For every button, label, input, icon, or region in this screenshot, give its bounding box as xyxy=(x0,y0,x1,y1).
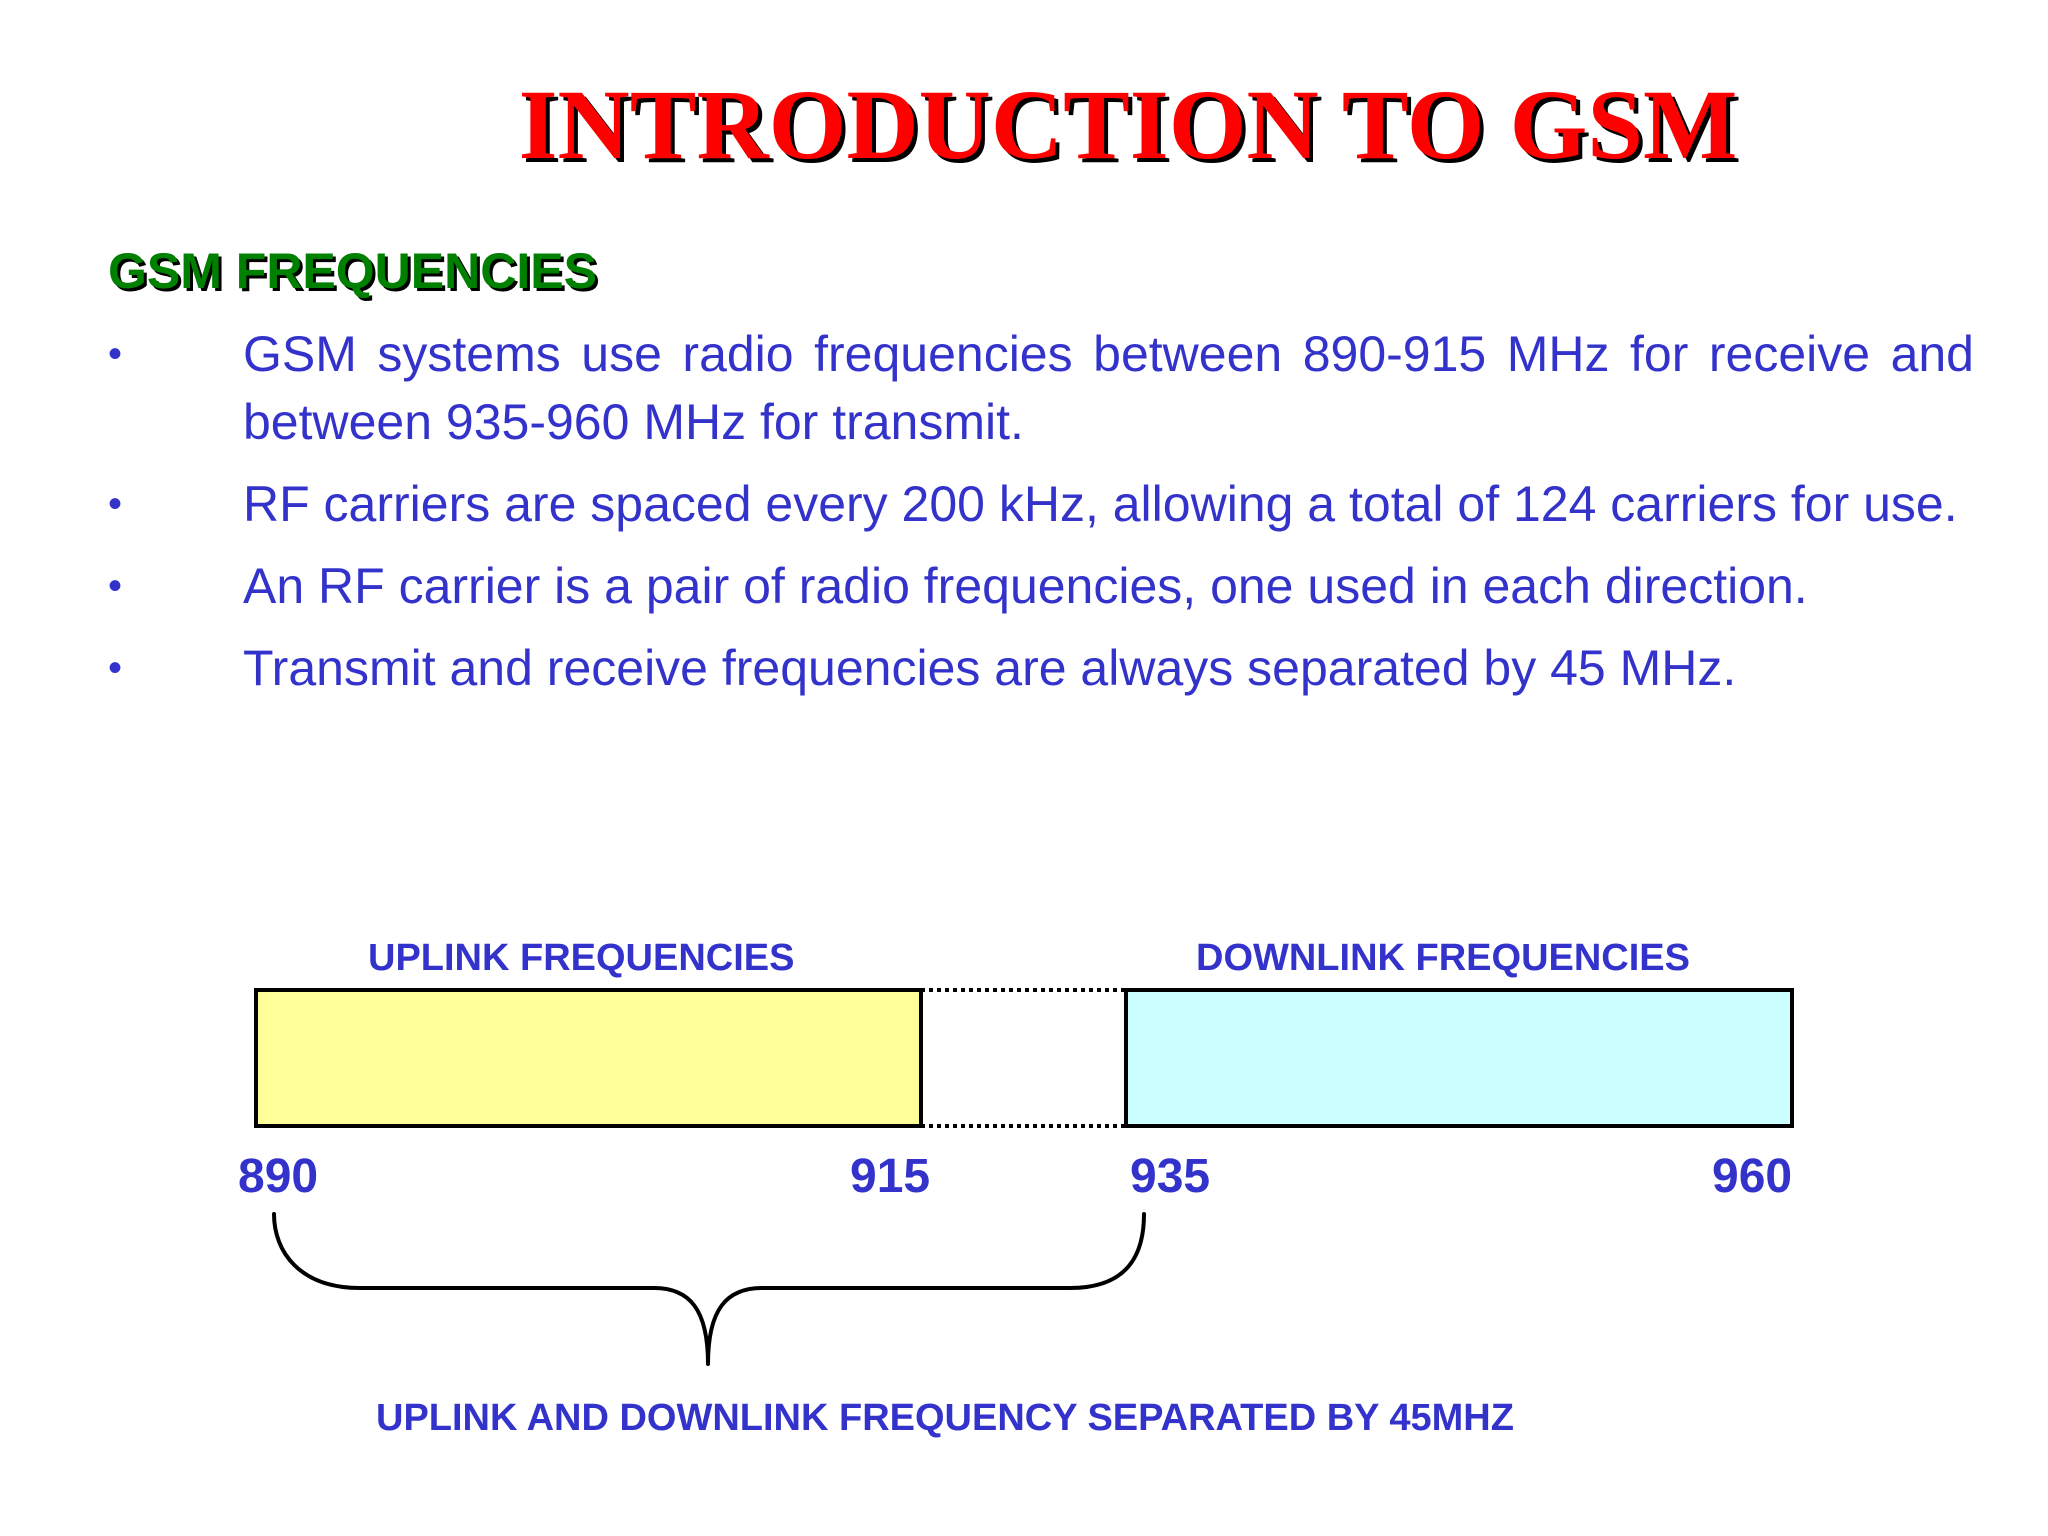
bullet-dot-icon: • xyxy=(108,646,123,690)
downlink-end-label: 960 xyxy=(1712,1150,1793,1203)
frequency-diagram: UPLINK FREQUENCIES DOWNLINK FREQUENCIES … xyxy=(0,900,2048,1460)
uplink-start-label: 890 xyxy=(238,1150,319,1203)
bullet-text: RF carriers are spaced every 200 kHz, al… xyxy=(243,476,1958,532)
separation-note: UPLINK AND DOWNLINK FREQUENCY SEPARATED … xyxy=(376,1397,1514,1439)
bullet-dot-icon: • xyxy=(108,332,123,376)
bullet-list: • GSM systems use radio frequencies betw… xyxy=(108,320,1974,716)
frequency-diagram-graphic xyxy=(254,988,1794,1366)
bullet-item: • Transmit and receive frequencies are a… xyxy=(108,634,1974,702)
downlink-band xyxy=(1124,988,1794,1128)
uplink-label: UPLINK FREQUENCIES xyxy=(368,937,795,979)
bullet-dot-icon: • xyxy=(108,482,123,526)
bullet-dot-icon: • xyxy=(108,564,123,608)
separation-brace-icon xyxy=(272,1212,1146,1366)
bullet-text: GSM systems use radio frequencies betwee… xyxy=(243,326,1974,450)
slide-title: INTRODUCTION TO GSM xyxy=(518,69,1738,180)
bullet-item: • An RF carrier is a pair of radio frequ… xyxy=(108,552,1974,620)
downlink-start-label: 935 xyxy=(1130,1150,1211,1203)
bullet-text: An RF carrier is a pair of radio frequen… xyxy=(243,558,1808,614)
downlink-label: DOWNLINK FREQUENCIES xyxy=(1196,937,1690,979)
bullet-item: • GSM systems use radio frequencies betw… xyxy=(108,320,1974,456)
uplink-end-label: 915 xyxy=(850,1150,931,1203)
uplink-band xyxy=(254,988,923,1128)
section-heading: GSM FREQUENCIES xyxy=(108,243,597,299)
bullet-item: • RF carriers are spaced every 200 kHz, … xyxy=(108,470,1974,538)
bullet-text: Transmit and receive frequencies are alw… xyxy=(243,640,1737,696)
